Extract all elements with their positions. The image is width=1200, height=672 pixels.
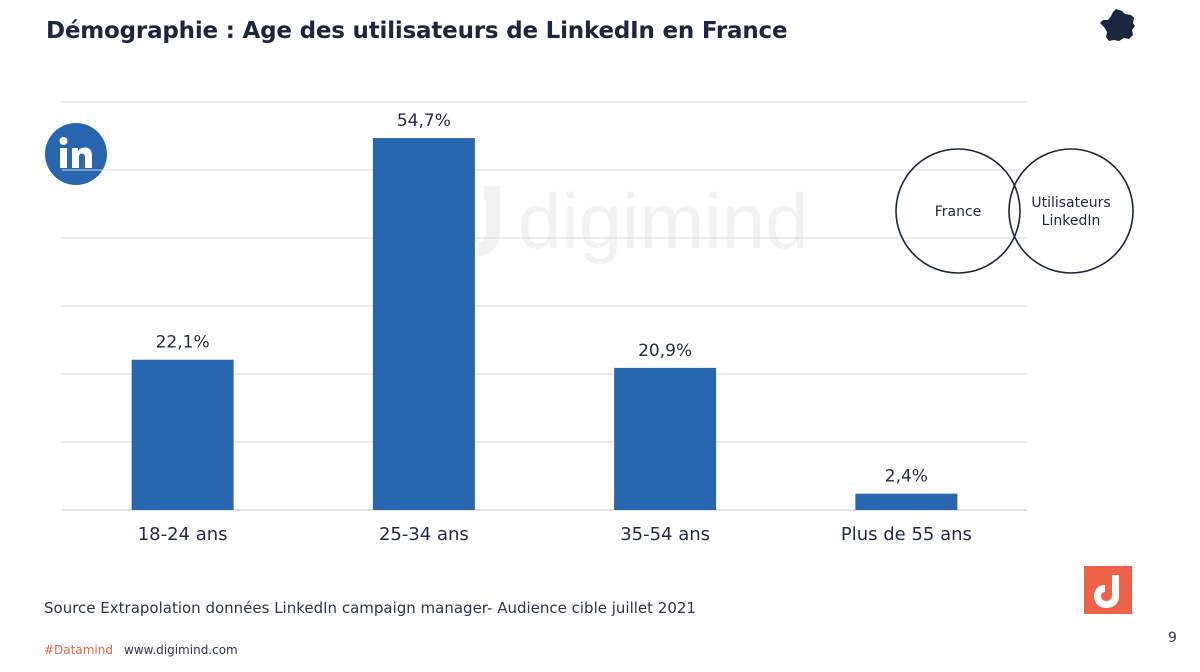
venn-label-france: France [935,204,982,220]
data-label-4: 2,4% [885,467,928,487]
bar-2 [372,138,475,511]
category-label-3: 35-54 ans [620,524,710,545]
venn-label-linkedin-line1: Utilisateurs [1031,195,1110,211]
data-label-1: 22,1% [156,333,210,353]
watermark-text: digimind [518,177,808,265]
bar-chart: 22,1% 54,7% 20,9% 2,4% 18-24 ans 25-34 ans 35… [62,101,1027,545]
digimind-logo-icon [1084,566,1132,614]
venn-diagram: France Utilisateurs LinkedIn [895,148,1134,274]
page-title: Démographie : Age des utilisateurs de Li… [46,18,788,44]
category-label-2: 25-34 ans [379,524,469,545]
bar-4 [855,493,958,510]
venn-circle-linkedin [1008,148,1134,274]
footer-hashtag: #Datamind [44,643,113,657]
page-number: 9 [1168,630,1177,646]
data-label-2: 54,7% [397,111,451,131]
bar-1 [131,359,234,510]
source-note: Source Extrapolation données LinkedIn ca… [44,599,696,617]
bar-3 [614,367,717,510]
category-label-1: 18-24 ans [138,524,228,545]
footer-website-link[interactable]: www.digimind.com [124,643,238,657]
data-label-3: 20,9% [638,341,692,361]
category-label-4: Plus de 55 ans [841,524,972,545]
venn-label-linkedin-line2: LinkedIn [1042,213,1101,229]
france-map-icon [1100,9,1135,41]
venn-circle-france [895,148,1021,274]
